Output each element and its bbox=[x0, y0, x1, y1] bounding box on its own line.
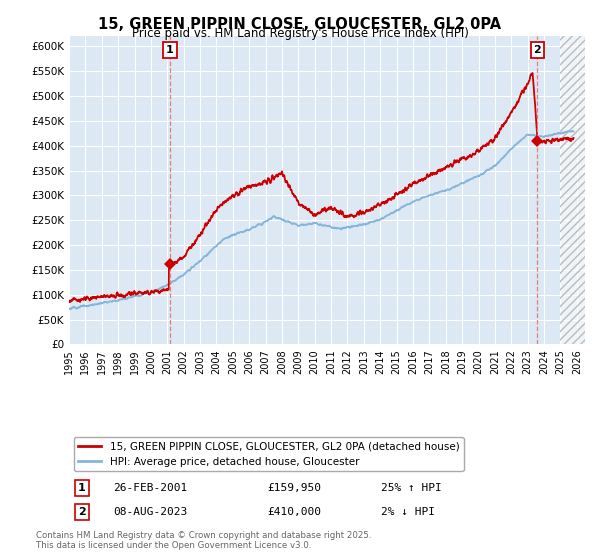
Text: 2: 2 bbox=[533, 45, 541, 55]
Text: £159,950: £159,950 bbox=[268, 483, 322, 493]
Text: 25% ↑ HPI: 25% ↑ HPI bbox=[381, 483, 442, 493]
Bar bbox=[560, 36, 585, 344]
Bar bbox=[560, 36, 585, 344]
Text: Price paid vs. HM Land Registry's House Price Index (HPI): Price paid vs. HM Land Registry's House … bbox=[131, 27, 469, 40]
Text: Contains HM Land Registry data © Crown copyright and database right 2025.
This d: Contains HM Land Registry data © Crown c… bbox=[36, 530, 371, 550]
Text: 1: 1 bbox=[78, 483, 86, 493]
Text: 1: 1 bbox=[166, 45, 173, 55]
Text: 08-AUG-2023: 08-AUG-2023 bbox=[113, 507, 187, 517]
Text: £410,000: £410,000 bbox=[268, 507, 322, 517]
Legend: 15, GREEN PIPPIN CLOSE, GLOUCESTER, GL2 0PA (detached house), HPI: Average price: 15, GREEN PIPPIN CLOSE, GLOUCESTER, GL2 … bbox=[74, 437, 464, 471]
Text: 15, GREEN PIPPIN CLOSE, GLOUCESTER, GL2 0PA: 15, GREEN PIPPIN CLOSE, GLOUCESTER, GL2 … bbox=[98, 17, 502, 32]
Text: 26-FEB-2001: 26-FEB-2001 bbox=[113, 483, 187, 493]
Text: 2% ↓ HPI: 2% ↓ HPI bbox=[381, 507, 435, 517]
Text: 2: 2 bbox=[78, 507, 86, 517]
